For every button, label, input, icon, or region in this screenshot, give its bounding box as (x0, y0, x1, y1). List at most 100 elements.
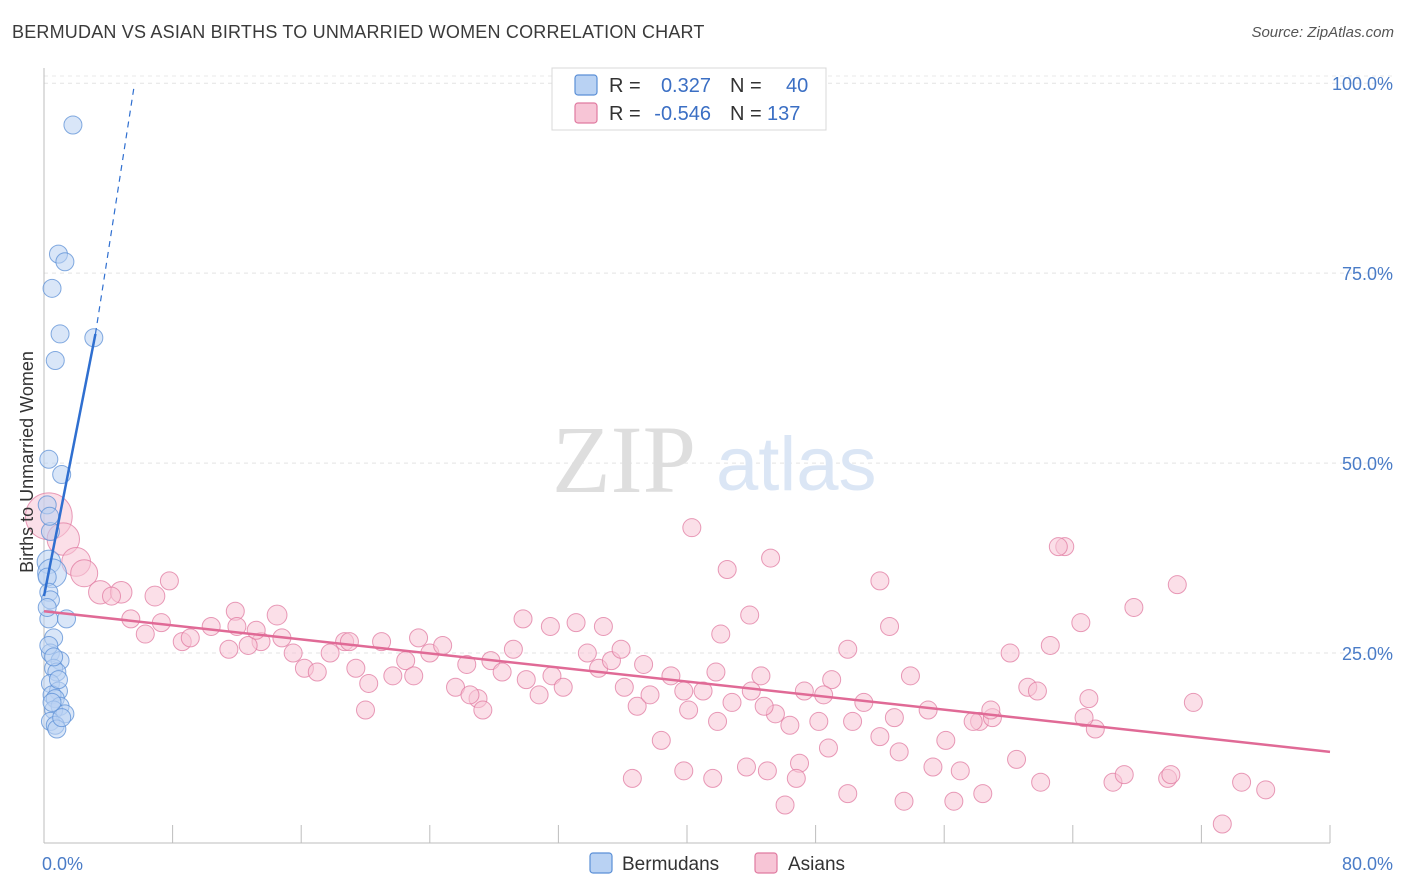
asians-point-118 (1048, 537, 1068, 557)
asians-point-66 (838, 639, 858, 659)
watermark-zip: ZIP (552, 406, 696, 513)
asians-point-59 (736, 757, 756, 777)
asians-point-7 (102, 586, 122, 606)
bermudans-point-35 (48, 670, 68, 690)
asians-point-125 (786, 768, 806, 788)
asians-point-20 (238, 635, 258, 655)
asians-point-100 (611, 639, 631, 659)
asians-trend-line (43, 610, 1331, 754)
bermudans-point-3 (42, 278, 62, 298)
bermudans-point-33 (42, 692, 62, 712)
asians-point-18 (180, 628, 200, 648)
asians-point-6 (144, 585, 166, 607)
asians-point-47 (577, 643, 597, 663)
asians-point-80 (1071, 613, 1091, 633)
asians-point-90 (761, 548, 781, 568)
stats-r-value-asians: -0.546 (654, 103, 711, 125)
asians-points (24, 492, 1276, 834)
asians-point-78 (1031, 772, 1051, 792)
asians-point-46 (566, 613, 586, 633)
asians-point-104 (711, 624, 731, 644)
asians-point-62 (780, 715, 800, 735)
asians-point-37 (457, 654, 477, 674)
bermudans-trend-line (42, 333, 97, 597)
trend-lines (42, 86, 1331, 754)
asians-point-68 (870, 727, 890, 747)
asians-point-30 (372, 632, 392, 652)
asians-point-25 (307, 662, 327, 682)
asians-point-133 (1027, 681, 1047, 701)
asians-point-135 (1114, 765, 1134, 785)
asians-point-103 (706, 662, 726, 682)
bermudans-points (36, 115, 104, 739)
asians-point-97 (513, 609, 533, 629)
asians-point-132 (973, 784, 993, 804)
asians-point-45 (553, 677, 573, 697)
asians-point-102 (674, 681, 694, 701)
y-tick-labels: 25.0% 50.0% 75.0% 100.0% (1332, 74, 1393, 664)
asians-point-99 (593, 616, 613, 636)
bermudans-point-6 (45, 351, 65, 371)
asians-point-51 (627, 696, 647, 716)
asians-point-54 (661, 666, 681, 686)
asians-point-113 (944, 791, 964, 811)
asians-point-94 (356, 700, 375, 720)
asians-point-65 (822, 670, 842, 690)
stats-n-label-asians: N = (730, 103, 762, 125)
asians-point-33 (409, 628, 429, 648)
asians-point-122 (622, 768, 642, 788)
bermudans-point-39 (40, 506, 60, 526)
asians-point-42 (516, 670, 536, 690)
x-tick-label-min: 0.0% (42, 854, 83, 874)
y-tick-label-0: 25.0% (1342, 644, 1393, 664)
asians-point-28 (346, 658, 366, 678)
asians-point-23 (283, 643, 303, 663)
asians-point-21 (246, 620, 266, 640)
asians-point-26 (320, 643, 340, 663)
asians-point-8 (159, 571, 179, 591)
asians-point-40 (492, 662, 512, 682)
asians-point-41 (503, 639, 523, 659)
asians-point-10 (266, 604, 288, 626)
asians-point-93 (880, 616, 900, 636)
asians-point-73 (950, 761, 970, 781)
asians-point-63 (794, 681, 814, 701)
asians-point-83 (1124, 597, 1144, 617)
asians-point-35 (433, 635, 453, 655)
stats-n-value-asians: 137 (767, 103, 800, 125)
asians-point-86 (1232, 772, 1252, 792)
axes (43, 68, 1331, 844)
asians-point-71 (918, 700, 938, 720)
asians-point-134 (1074, 708, 1094, 728)
legend-label-bermudans: Bermudans (622, 854, 719, 875)
y-axis-title: Births to Unmarried Women (17, 351, 37, 573)
asians-point-60 (751, 666, 771, 686)
y-tick-label-1: 50.0% (1342, 454, 1393, 474)
bottom-legend: Bermudans Asians (589, 852, 845, 875)
source-label: Source: ZipAtlas.com (1251, 24, 1394, 41)
asians-point-105 (741, 681, 761, 701)
stats-legend-swatch-bermudans (574, 74, 598, 96)
asians-point-127 (339, 632, 359, 652)
asians-point-116 (1007, 749, 1027, 769)
stats-legend-swatch-asians (574, 102, 598, 124)
asians-point-3 (70, 559, 99, 588)
asians-point-70 (900, 666, 920, 686)
asians-point-89 (717, 559, 737, 579)
bermudans-point-4 (50, 324, 70, 344)
asians-point-31 (383, 666, 403, 686)
asians-point-12 (201, 616, 221, 636)
asians-point-107 (775, 795, 795, 815)
bermudans-point-2 (55, 252, 75, 272)
asians-point-117 (1040, 635, 1060, 655)
asians-point-53 (651, 730, 671, 750)
legend-swatch-bermudans (589, 852, 613, 874)
asians-point-112 (923, 757, 943, 777)
asians-point-91 (740, 605, 760, 625)
asians-point-43 (529, 685, 549, 705)
chart-title: BERMUDAN VS ASIAN BIRTHS TO UNMARRIED WO… (12, 22, 705, 42)
stats-r-label-asians: R = (609, 103, 641, 125)
asians-point-29 (359, 673, 379, 693)
stats-legend: R = 0.327 N = 40 R = -0.546 N = 137 (551, 67, 827, 131)
asians-point-111 (894, 791, 914, 811)
